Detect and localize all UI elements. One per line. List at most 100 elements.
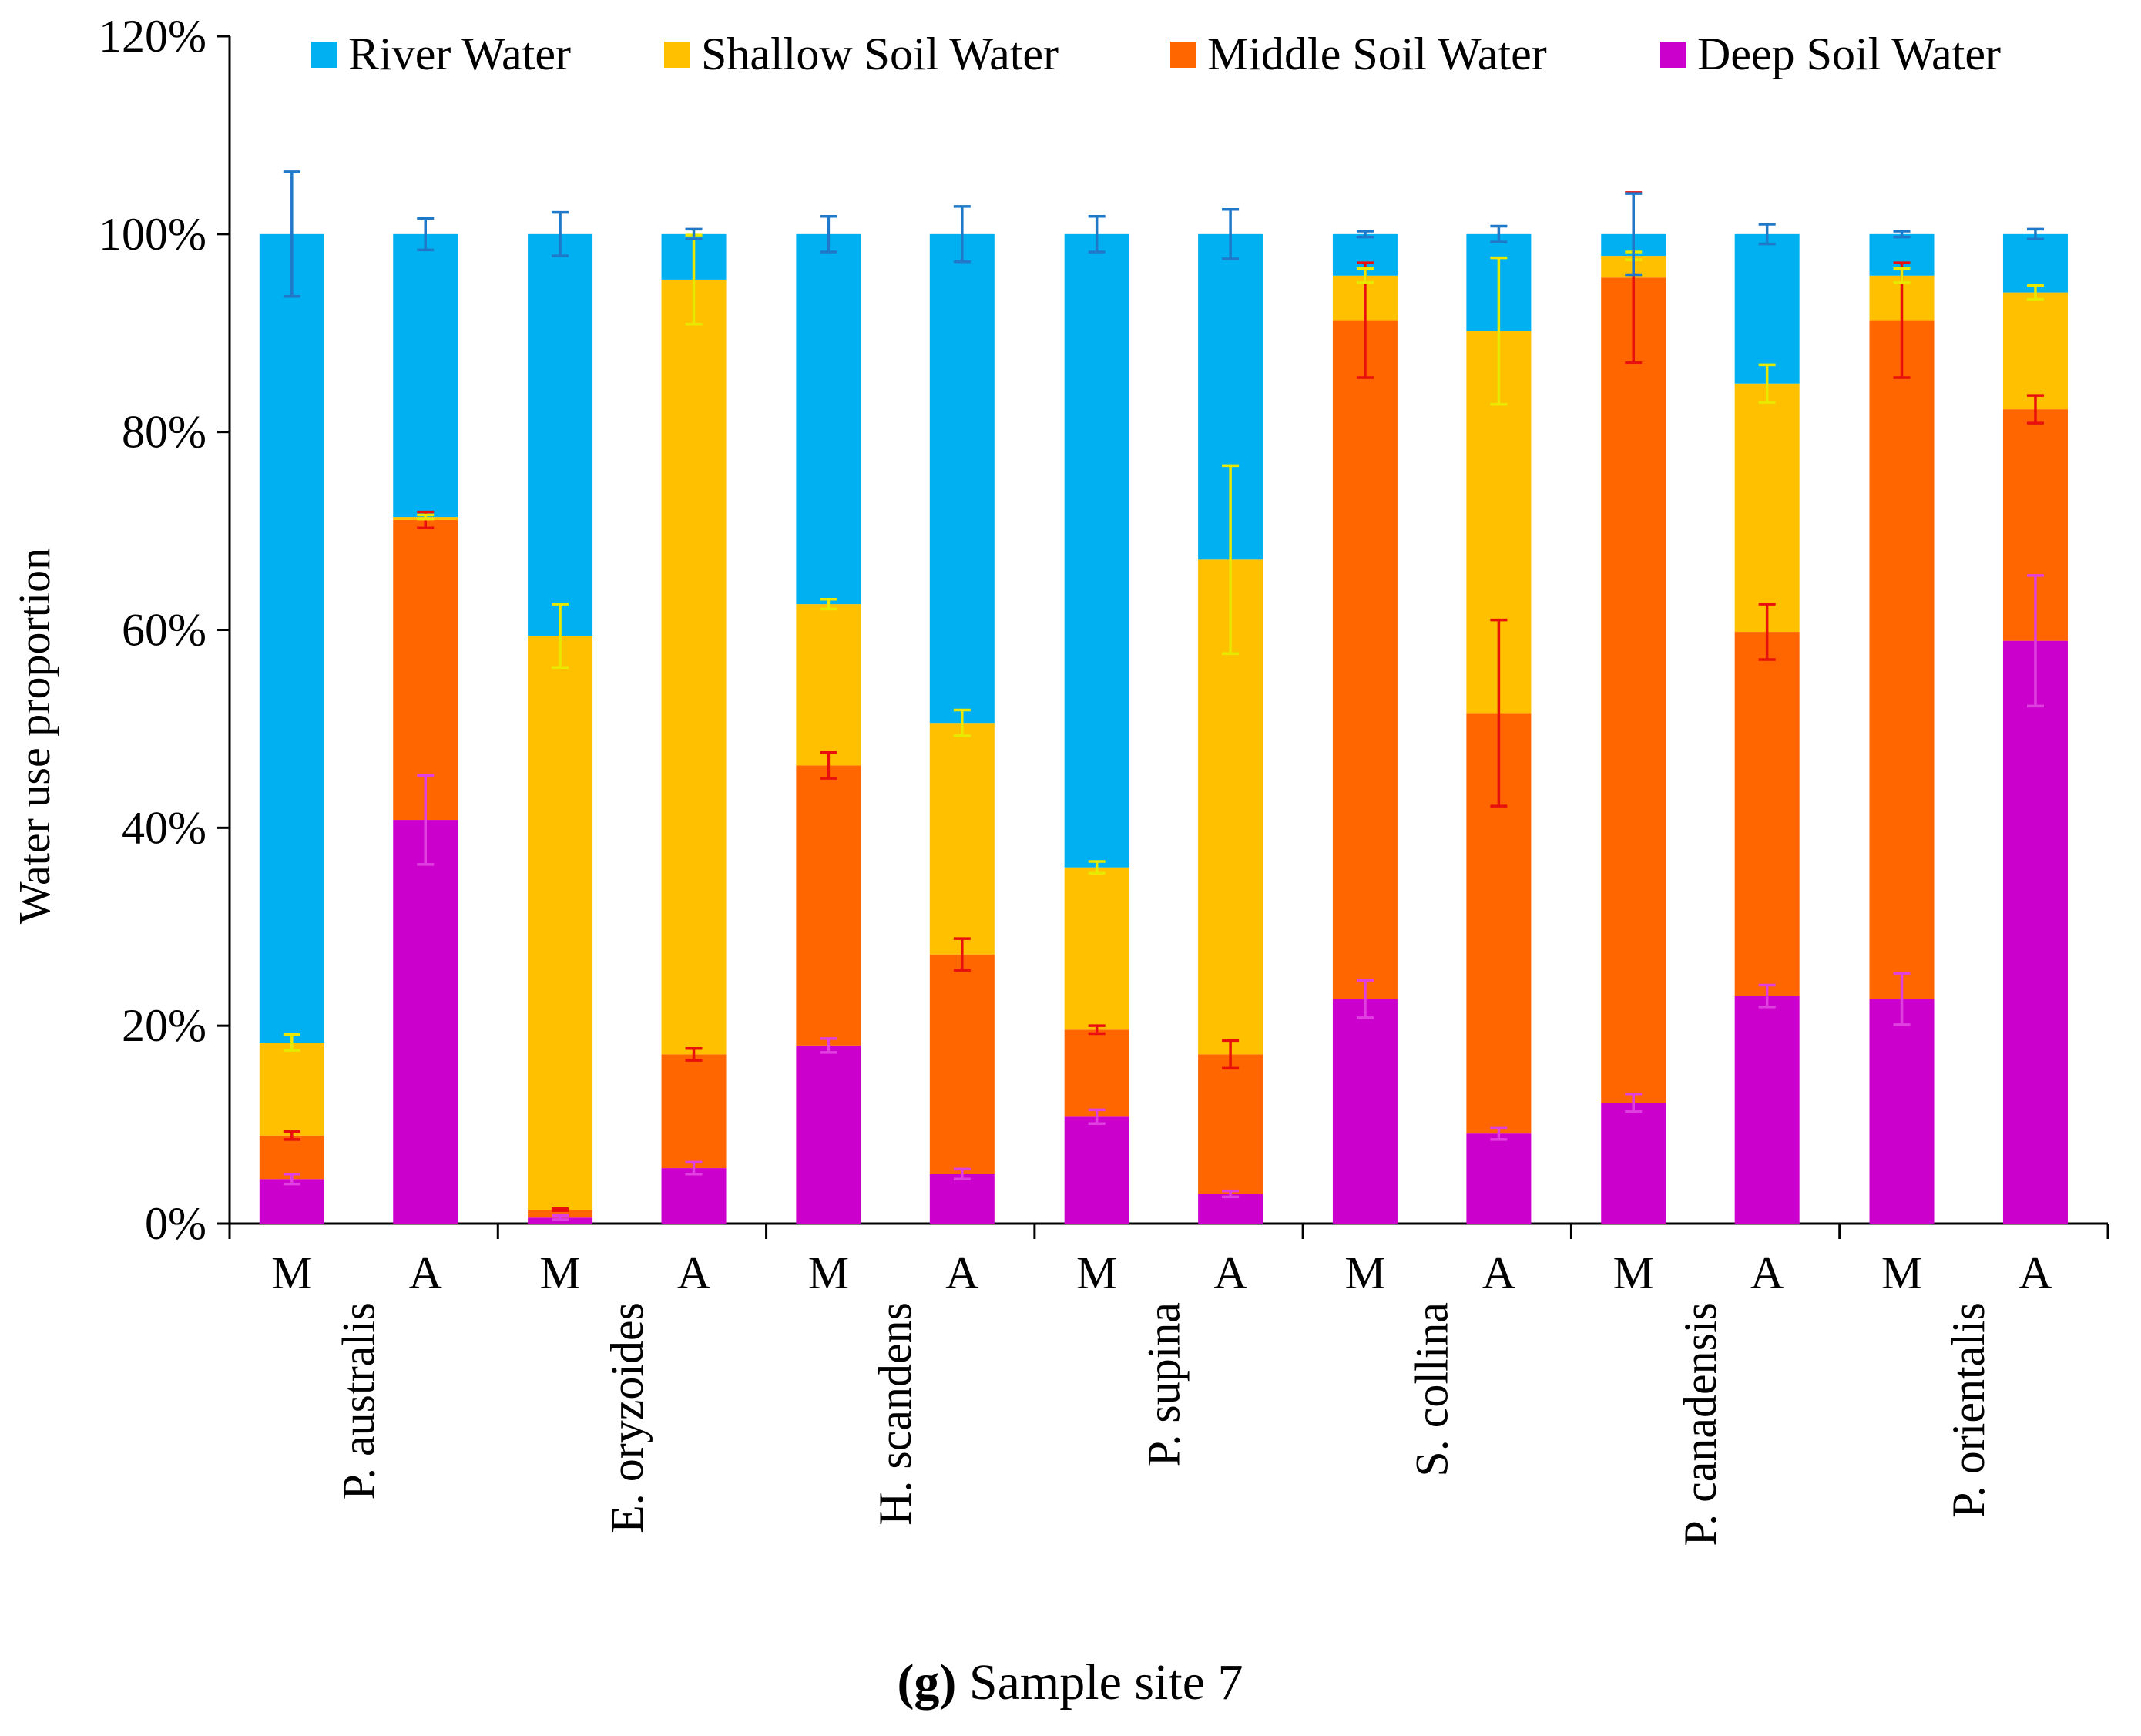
error-bar xyxy=(2026,284,2044,301)
error-bar xyxy=(283,1173,300,1186)
x-category-label: M xyxy=(539,1247,580,1298)
error-bar xyxy=(283,170,300,298)
error-bar xyxy=(1088,1108,1106,1126)
legend-item: River Water xyxy=(311,29,571,79)
y-tick-label: 80% xyxy=(122,407,206,458)
x-category-label: A xyxy=(1482,1247,1515,1298)
x-category-label: A xyxy=(2019,1247,2052,1298)
error-bar xyxy=(2026,574,2044,708)
error-bar xyxy=(1625,192,1643,277)
error-bar xyxy=(1893,230,1911,239)
error-bar xyxy=(283,1130,300,1141)
x-category-label: A xyxy=(409,1247,442,1298)
y-tick-label: 120% xyxy=(99,11,206,62)
bar-segment-deep-soil-water xyxy=(259,1179,324,1224)
bar-segment-deep-soil-water xyxy=(1601,1103,1666,1224)
error-bar xyxy=(1625,1093,1643,1113)
error-bar xyxy=(1222,1189,1240,1199)
bar-segment-river-water xyxy=(929,233,995,724)
error-bar xyxy=(1758,223,1776,246)
y-tick-label: 60% xyxy=(122,605,206,656)
error-bar xyxy=(1088,214,1106,254)
figure-caption: (g) Sample site 7 xyxy=(897,1654,1243,1711)
bar-segment-middle-soil-water xyxy=(929,954,995,1174)
bar-segment-middle-soil-water xyxy=(1332,320,1398,999)
legend-label: Middle Soil Water xyxy=(1207,29,1547,79)
error-bar xyxy=(417,774,435,866)
bar-segment-deep-soil-water xyxy=(661,1168,727,1224)
bar-segment-shallow-soil-water xyxy=(1734,383,1800,633)
error-bars-layer xyxy=(283,170,2044,1221)
bar-segment-river-water xyxy=(528,233,593,636)
error-bar xyxy=(820,750,837,780)
group-label: P. orientalis xyxy=(1943,1302,1994,1518)
bar-segment-shallow-soil-water xyxy=(2002,292,2068,410)
bar-segment-shallow-soil-water xyxy=(661,279,727,1055)
error-bar xyxy=(552,1207,569,1213)
bar-segment-middle-soil-water xyxy=(796,765,861,1046)
error-bar xyxy=(417,217,435,252)
legend-label: Deep Soil Water xyxy=(1697,29,2001,79)
y-tick-label: 20% xyxy=(122,1000,206,1051)
labels-layer: 0% 20% 40% 60% 80% 100% 120% M A P. australis M A E.… xyxy=(99,11,2052,1546)
bar-segment-shallow-soil-water xyxy=(796,604,861,766)
error-bar xyxy=(552,210,569,257)
bar-segment-middle-soil-water xyxy=(1869,320,1935,999)
bar-segment-middle-soil-water xyxy=(1064,1029,1129,1117)
bar-segment-river-water xyxy=(796,233,861,605)
error-bar xyxy=(953,708,971,737)
legend: River Water Shallow Soil Water Middle Soil… xyxy=(311,29,2001,79)
x-category-label: M xyxy=(1076,1247,1117,1298)
error-bar xyxy=(685,1160,703,1176)
legend-swatch xyxy=(1170,42,1196,68)
error-bar xyxy=(820,1037,837,1054)
caption-letter: (g) xyxy=(897,1654,956,1711)
bar-segment-shallow-soil-water xyxy=(528,636,593,1210)
error-bar xyxy=(552,603,569,670)
bar-segment-shallow-soil-water xyxy=(929,723,995,955)
group-label: P. supina xyxy=(1138,1302,1189,1466)
group-label: S. collina xyxy=(1407,1302,1458,1477)
error-bar xyxy=(953,937,971,972)
x-category-label: M xyxy=(271,1247,312,1298)
error-bar xyxy=(1758,363,1776,404)
axes-layer xyxy=(217,35,2109,1239)
bar-segment-middle-soil-water xyxy=(259,1135,324,1180)
group-label: P. australis xyxy=(334,1302,384,1500)
bar-segment-deep-soil-water xyxy=(1332,999,1398,1224)
error-bar xyxy=(685,1046,703,1062)
x-category-label: M xyxy=(808,1247,849,1298)
bar-segment-deep-soil-water xyxy=(796,1045,861,1224)
group-label: P. canadensis xyxy=(1675,1302,1726,1546)
y-axis-title: Water use proportion xyxy=(9,548,59,924)
error-bar xyxy=(1490,224,1508,243)
error-bar xyxy=(953,1167,971,1180)
error-bar xyxy=(1222,464,1240,656)
error-bar xyxy=(1758,603,1776,661)
bar-segment-deep-soil-water xyxy=(1198,1194,1263,1224)
y-tick-label: 40% xyxy=(122,802,206,853)
bar-segment-deep-soil-water xyxy=(929,1174,995,1224)
x-category-label: A xyxy=(1213,1247,1247,1298)
error-bar xyxy=(1356,979,1374,1019)
error-bar xyxy=(1758,983,1776,1009)
legend-item: Deep Soil Water xyxy=(1660,29,2001,79)
bar-segment-deep-soil-water xyxy=(1734,996,1800,1224)
bar-segment-river-water xyxy=(393,233,458,518)
error-bar xyxy=(283,1033,300,1053)
error-bar xyxy=(820,214,837,254)
error-bar xyxy=(1490,618,1508,808)
error-bar xyxy=(2026,394,2044,425)
legend-item: Shallow Soil Water xyxy=(664,29,1059,79)
bar-segment-deep-soil-water xyxy=(2002,640,2068,1224)
x-category-label: M xyxy=(1881,1247,1922,1298)
bar-segment-shallow-soil-water xyxy=(1064,867,1129,1030)
legend-label: River Water xyxy=(348,29,571,79)
bar-segment-river-water xyxy=(259,233,324,1043)
y-tick-label: 0% xyxy=(145,1198,206,1249)
x-category-label: M xyxy=(1613,1247,1654,1298)
error-bar xyxy=(953,205,971,264)
bar-segment-shallow-soil-water xyxy=(259,1042,324,1136)
error-bar xyxy=(417,513,435,521)
